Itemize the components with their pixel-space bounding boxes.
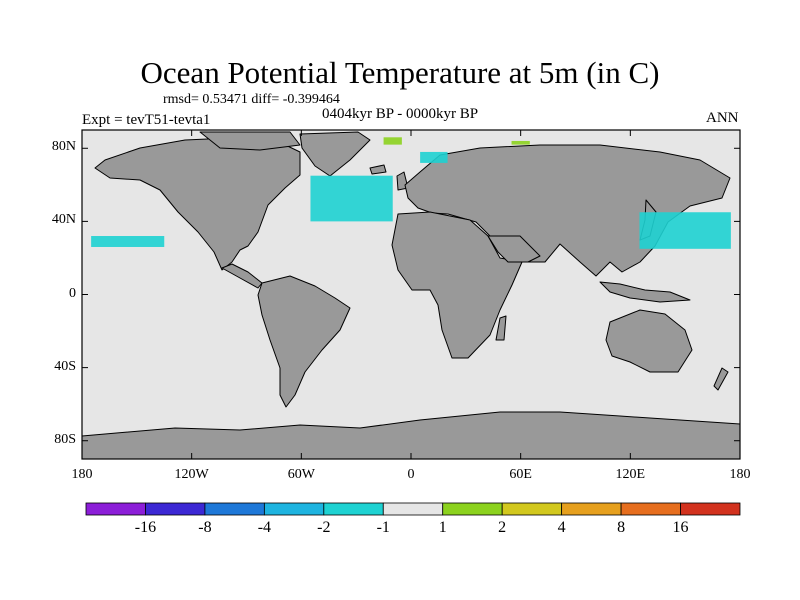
colorbar-label: 2 xyxy=(498,519,507,536)
x-tick-label: 60W xyxy=(287,467,315,482)
y-tick-label: 40N xyxy=(51,212,76,228)
colorbar-swatch xyxy=(680,502,741,516)
y-tick-label: 0 xyxy=(69,285,76,301)
colorbar-swatch xyxy=(85,502,146,516)
colorbar-label: -1 xyxy=(376,519,390,536)
colorbar-swatch xyxy=(501,502,563,516)
anomaly-north-pacific-east xyxy=(91,236,165,247)
anomaly-kuroshio xyxy=(639,212,731,249)
land-arabia xyxy=(487,235,541,263)
map-layers xyxy=(82,131,740,459)
rmsd-diff-stats: rmsd= 0.53471 diff= -0.399464 xyxy=(163,92,340,107)
anomaly-arctic-greenland xyxy=(383,137,402,145)
y-tick-label: 80N xyxy=(51,139,76,155)
colorbar-swatch xyxy=(263,502,325,516)
colorbar-swatch xyxy=(382,502,444,516)
colorbar-label: -4 xyxy=(257,519,272,536)
land-arctic-islands xyxy=(199,131,301,151)
colorbar-swatches xyxy=(85,502,741,516)
x-tick-label: 120E xyxy=(615,467,646,482)
x-tick-label: 0 xyxy=(407,467,415,482)
experiment-label: Expt = tevT51-tevta1 xyxy=(82,112,211,128)
map-title: Ocean Potential Temperature at 5m (in C) xyxy=(140,55,660,90)
colorbar-label: 1 xyxy=(438,519,447,536)
x-tick-label: 180 xyxy=(729,467,751,482)
colorbar-swatch xyxy=(204,502,265,516)
season-label: ANN xyxy=(706,110,739,126)
colorbar-swatch xyxy=(442,502,503,516)
colorbar-label: -16 xyxy=(134,519,157,536)
colorbar-label: 16 xyxy=(672,519,689,536)
colorbar-swatch xyxy=(145,502,206,516)
land-iceland xyxy=(369,164,387,175)
axis-ticks xyxy=(81,130,741,459)
colorbar-swatch xyxy=(620,502,681,516)
x-tick-label: 60E xyxy=(509,467,532,482)
colorbar-label: -2 xyxy=(317,519,331,536)
x-tick-label: 180 xyxy=(71,467,93,482)
colorbar-swatch xyxy=(323,502,384,516)
x-tick-label: 120W xyxy=(174,467,209,482)
colorbar-label: 8 xyxy=(617,519,626,536)
land-madagascar xyxy=(495,315,507,341)
land-maritime-se-asia xyxy=(599,281,691,303)
land-antarctica xyxy=(82,411,740,459)
land-greenland xyxy=(299,131,371,177)
land-south-america xyxy=(257,275,351,408)
anomaly-arctic-barents xyxy=(511,140,530,145)
y-tick-label: 40S xyxy=(54,358,76,374)
colorbar-label: -8 xyxy=(198,519,212,536)
anomaly-regions xyxy=(91,137,731,249)
anomaly-north-atlantic xyxy=(310,175,393,222)
land-africa xyxy=(391,211,523,359)
land-new-zealand xyxy=(713,367,729,391)
time-period-label: 0404kyr BP - 0000kyr BP xyxy=(322,106,479,122)
anomaly-barents-sea xyxy=(420,151,448,163)
y-tick-label: 80S xyxy=(54,431,76,447)
land-australia xyxy=(605,309,693,373)
colorbar-swatch xyxy=(561,502,622,516)
colorbar-label: 4 xyxy=(557,519,566,536)
